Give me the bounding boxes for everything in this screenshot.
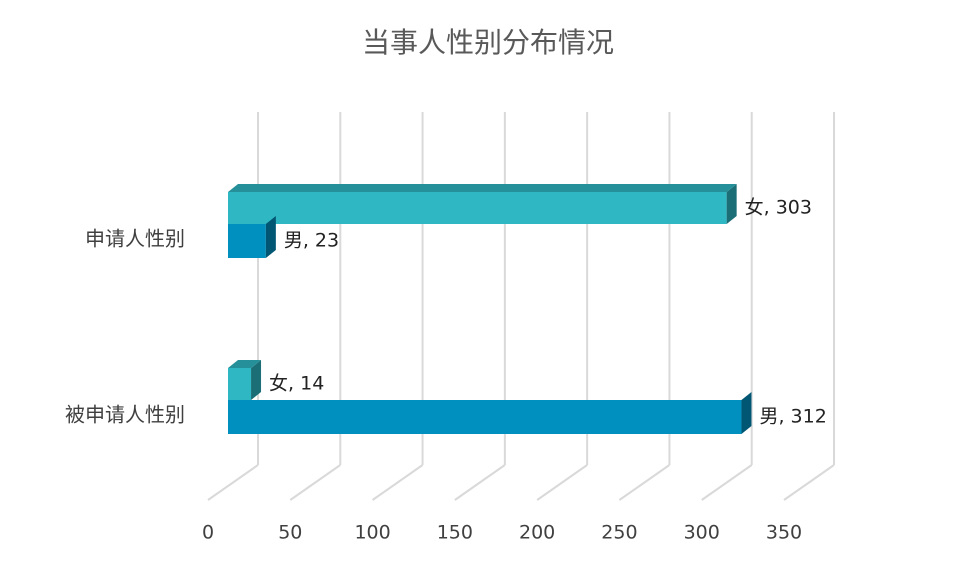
x-tick-label: 50: [278, 522, 302, 544]
grid-floor-line: [701, 464, 753, 501]
bar-side: [741, 392, 752, 434]
data-label: 女, 303: [745, 197, 812, 219]
bar-side: [265, 216, 276, 258]
x-tick-label: 250: [601, 522, 637, 544]
grid-floor-line: [207, 464, 259, 501]
bar-top: [228, 360, 262, 368]
y-tick-label: 申请人性别: [85, 227, 185, 251]
data-label: 男, 23: [284, 230, 339, 252]
bar: [228, 224, 266, 258]
bar: [228, 400, 742, 434]
x-tick-label: 150: [437, 522, 473, 544]
grid-floor-line: [289, 464, 341, 501]
grid-floor-line: [783, 464, 835, 501]
y-tick-label: 被申请人性别: [65, 403, 185, 427]
bar-top: [228, 184, 737, 192]
x-tick-label: 0: [202, 522, 214, 544]
grid-floor-line: [454, 464, 506, 501]
x-tick-label: 350: [766, 522, 802, 544]
grid-floor-line: [618, 464, 671, 501]
grid-floor-line: [536, 464, 588, 501]
data-label: 女, 14: [269, 373, 324, 395]
bar-side: [251, 360, 262, 400]
bar-side: [726, 184, 737, 224]
bar: [228, 368, 252, 400]
grid-floor-line: [371, 464, 424, 501]
data-label: 男, 312: [759, 406, 826, 428]
x-tick-label: 300: [684, 522, 720, 544]
bar: [228, 192, 727, 224]
x-tick-label: 200: [519, 522, 555, 544]
chart-title: 当事人性别分布情况: [362, 26, 614, 59]
x-tick-label: 100: [354, 522, 390, 544]
